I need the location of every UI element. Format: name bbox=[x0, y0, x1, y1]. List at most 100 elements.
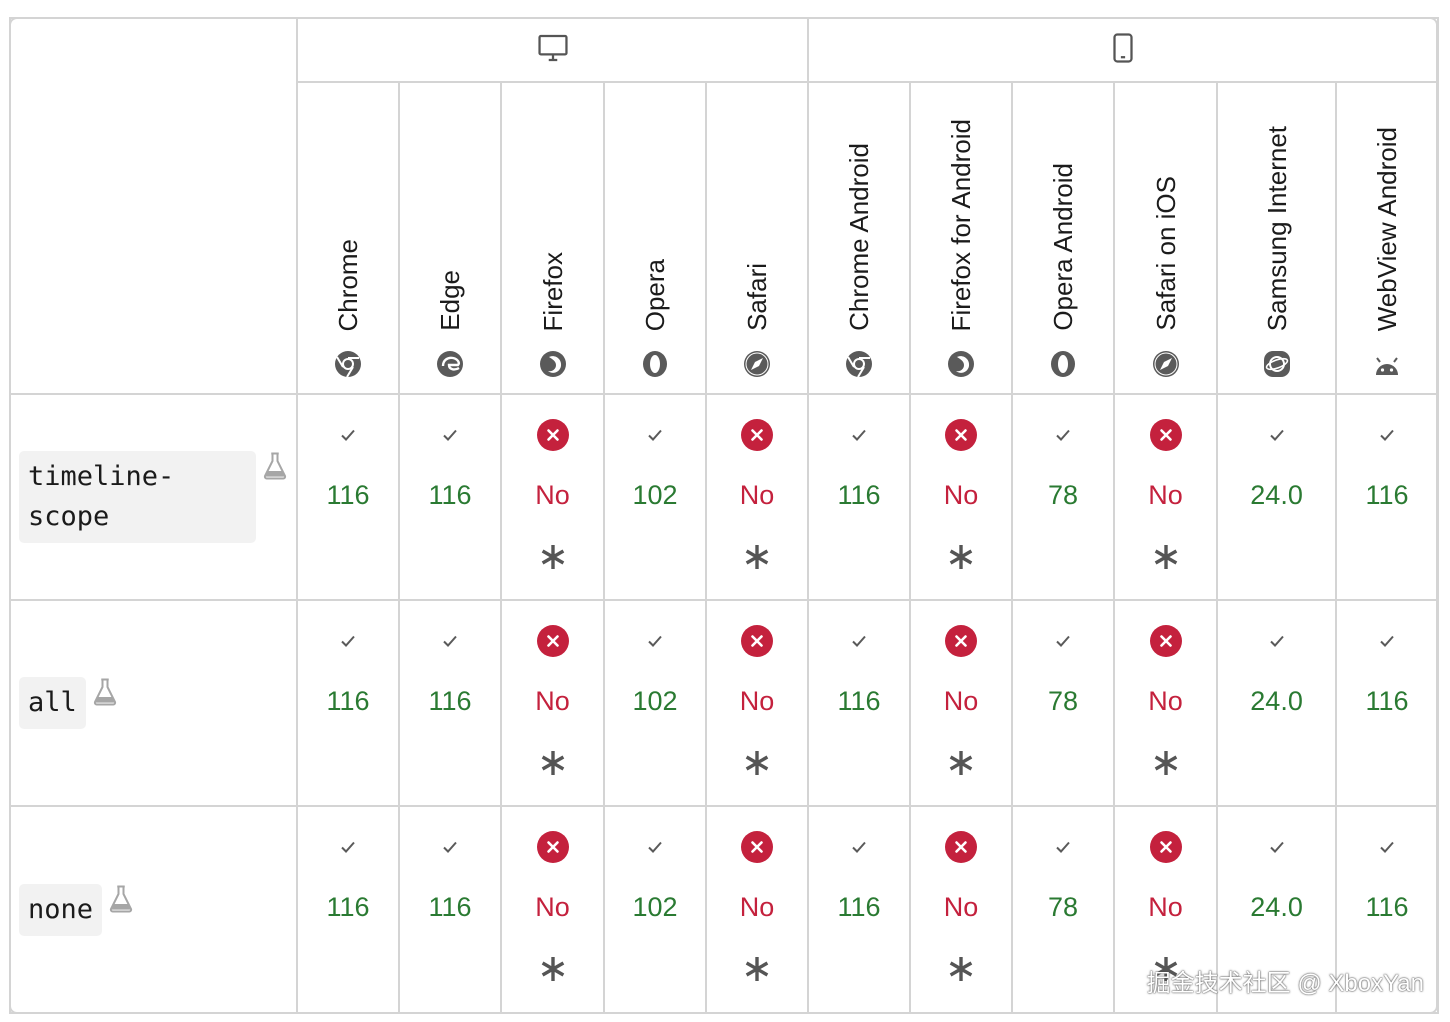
version-label: 24.0 bbox=[1250, 892, 1303, 922]
support-cell[interactable]: 116 bbox=[807, 599, 912, 807]
checkmark-icon bbox=[341, 635, 355, 647]
asterisk-note-icon[interactable] bbox=[947, 749, 975, 777]
version-label: 116 bbox=[837, 686, 881, 716]
feature-name-cell: timeline-scope bbox=[9, 393, 298, 601]
version-label: 102 bbox=[632, 480, 678, 510]
support-cell[interactable]: 116 bbox=[1335, 599, 1440, 807]
browser-header-row: Chrome Edge Firefox Opera Safari Chrome Andro… bbox=[10, 81, 1440, 395]
cross-circle-icon bbox=[945, 625, 978, 657]
support-cell[interactable]: 116 bbox=[398, 393, 502, 601]
support-cell[interactable]: No bbox=[909, 393, 1014, 601]
support-cell[interactable]: 116 bbox=[296, 599, 400, 807]
experimental-flask-icon bbox=[109, 885, 133, 912]
checkmark-icon bbox=[852, 429, 866, 441]
browser-header-opera: Opera bbox=[603, 81, 707, 395]
support-cell[interactable]: 116 bbox=[807, 393, 912, 601]
support-cell[interactable]: No bbox=[909, 599, 1014, 807]
checkmark-icon bbox=[1380, 841, 1394, 853]
version-label: 116 bbox=[1365, 686, 1409, 716]
asterisk-note-icon[interactable] bbox=[743, 749, 771, 777]
support-cell[interactable]: No bbox=[1113, 805, 1219, 1014]
version-label: No bbox=[739, 480, 775, 510]
feature-name[interactable]: timeline-scope bbox=[19, 451, 256, 543]
support-cell[interactable]: No bbox=[500, 599, 605, 807]
cross-circle-icon bbox=[1149, 419, 1182, 451]
support-cell[interactable]: No bbox=[704, 599, 810, 807]
support-cell[interactable]: 24.0 bbox=[1216, 599, 1338, 807]
support-cell[interactable]: 116 bbox=[296, 393, 400, 601]
browser-name: Chrome Android bbox=[844, 143, 875, 331]
checkmark-icon bbox=[1056, 635, 1070, 647]
browser-header-opera-android: Opera Android bbox=[1011, 81, 1116, 395]
browser-header-firefox-for-android: Firefox for Android bbox=[909, 81, 1014, 395]
feature-name[interactable]: all bbox=[19, 677, 86, 729]
checkmark-icon bbox=[443, 635, 457, 647]
support-cell[interactable]: 24.0 bbox=[1216, 393, 1338, 601]
asterisk-note-icon[interactable] bbox=[1152, 749, 1180, 777]
feature-row: timeline-scope 116 116 No 102 No 116 No 78 No 24.0… bbox=[9, 393, 1440, 601]
support-cell[interactable]: 116 bbox=[398, 599, 502, 807]
asterisk-note-icon[interactable] bbox=[1152, 543, 1180, 571]
browser-header-firefox: Firefox bbox=[500, 81, 605, 395]
feature-name-cell: all bbox=[9, 599, 298, 807]
checkmark-icon bbox=[1056, 841, 1070, 853]
version-label: No bbox=[1148, 892, 1183, 922]
support-cell[interactable]: No bbox=[909, 805, 1014, 1014]
support-cell[interactable]: No bbox=[704, 393, 810, 601]
asterisk-note-icon[interactable] bbox=[539, 543, 567, 571]
support-cell[interactable]: No bbox=[500, 393, 605, 601]
support-cell[interactable]: 78 bbox=[1011, 805, 1116, 1014]
experimental-flask-icon bbox=[263, 452, 287, 480]
asterisk-note-icon[interactable] bbox=[539, 749, 567, 777]
watermark: 掘金技术社区 @ XboxYan bbox=[1146, 970, 1424, 997]
support-cell[interactable]: No bbox=[704, 805, 810, 1014]
asterisk-note-icon[interactable] bbox=[1152, 955, 1180, 983]
support-cell[interactable]: 116 bbox=[398, 805, 502, 1014]
cross-circle-icon bbox=[945, 831, 978, 863]
android-icon bbox=[1376, 357, 1399, 375]
version-label: 78 bbox=[1048, 686, 1079, 716]
samsung-internet-icon bbox=[1263, 351, 1290, 377]
version-label: 24.0 bbox=[1250, 686, 1303, 716]
version-label: 78 bbox=[1048, 892, 1079, 922]
checkmark-icon bbox=[443, 429, 457, 441]
version-label: No bbox=[739, 686, 775, 716]
support-cell[interactable]: 102 bbox=[603, 393, 707, 601]
browser-header-webview-android: WebView Android bbox=[1335, 81, 1440, 395]
support-cell[interactable]: 116 bbox=[296, 805, 400, 1014]
asterisk-note-icon[interactable] bbox=[539, 955, 567, 983]
support-cell[interactable]: No bbox=[1113, 393, 1219, 601]
cross-circle-icon bbox=[1149, 625, 1182, 657]
version-label: 116 bbox=[326, 686, 370, 716]
safari-icon bbox=[744, 351, 771, 377]
cross-circle-icon bbox=[945, 419, 978, 451]
support-cell[interactable]: No bbox=[500, 805, 605, 1014]
support-cell[interactable]: 116 bbox=[1335, 393, 1440, 601]
checkmark-icon bbox=[1380, 429, 1394, 441]
version-label: No bbox=[535, 892, 570, 922]
support-cell[interactable]: 78 bbox=[1011, 393, 1116, 601]
asterisk-note-icon[interactable] bbox=[947, 955, 975, 983]
support-cell[interactable]: 78 bbox=[1011, 599, 1116, 807]
version-label: 116 bbox=[837, 480, 881, 510]
version-label: 116 bbox=[1365, 480, 1409, 510]
cross-circle-icon bbox=[1149, 831, 1182, 863]
support-cell[interactable]: 116 bbox=[807, 805, 912, 1014]
support-cell[interactable]: No bbox=[1113, 599, 1219, 807]
browser-header-edge: Edge bbox=[398, 81, 502, 395]
desktop-icon bbox=[537, 34, 568, 61]
support-cell[interactable]: 24.0 bbox=[1216, 805, 1338, 1014]
support-cell[interactable]: 102 bbox=[603, 805, 707, 1014]
browser-name: Opera bbox=[640, 258, 670, 331]
version-label: 116 bbox=[428, 480, 472, 510]
feature-name[interactable]: none bbox=[19, 883, 103, 936]
cross-circle-icon bbox=[536, 419, 569, 451]
support-cell[interactable]: 102 bbox=[603, 599, 707, 807]
asterisk-note-icon[interactable] bbox=[743, 543, 771, 571]
chrome-icon bbox=[846, 351, 873, 378]
version-label: 116 bbox=[428, 892, 472, 922]
checkmark-icon bbox=[1269, 841, 1284, 853]
asterisk-note-icon[interactable] bbox=[743, 955, 771, 983]
asterisk-note-icon[interactable] bbox=[947, 543, 975, 571]
corner-cell bbox=[9, 17, 298, 395]
